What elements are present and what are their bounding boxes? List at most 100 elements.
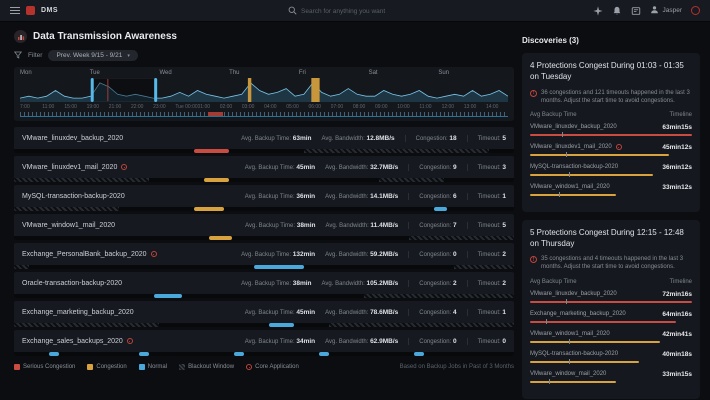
stat-bandwidth: Avg. Bandwidth: 32.7MB/s [325, 163, 399, 171]
stat-bandwidth: Avg. Bandwidth: 11.4MB/s [325, 221, 399, 229]
notifications-bell-icon[interactable] [612, 6, 622, 16]
legend-item: Serious Congestion [14, 364, 75, 370]
core-application-icon [126, 338, 133, 344]
job-row[interactable]: Exchange_sales_backups_2020 Avg. Backup … [14, 330, 514, 356]
global-search[interactable] [288, 4, 448, 18]
time-tick-label: 03:00 [241, 104, 255, 110]
normal-bar [434, 207, 447, 211]
job-row[interactable]: Exchange_PersonalBank_backup_2020 Avg. B… [14, 243, 514, 269]
serious-bar [530, 320, 676, 323]
discovery-job-row[interactable]: MySQL-transaction-backup-2020 36min12s [530, 164, 692, 178]
stat-backup-time: Avg. Backup Time: 45min [244, 308, 316, 316]
brand-logo-icon[interactable] [691, 6, 700, 15]
discovery-job-header: VMware_window_mail_2020 33min15s [530, 371, 692, 378]
discovery-job-row[interactable]: VMware_linuxdev_backup_2020 72min16s [530, 291, 692, 305]
job-row[interactable]: VMware_linuxdev_backup_2020 Avg. Backup … [14, 127, 514, 153]
blackout-window-bar [454, 265, 514, 269]
user-menu[interactable]: Jasper [650, 5, 682, 16]
congestion-bar [530, 340, 660, 343]
scrubber-ticks [20, 112, 508, 116]
page-title: Data Transmission Awareness [33, 31, 177, 42]
discovery-job-bar-track [530, 318, 692, 325]
day-label: Sat [368, 70, 378, 76]
discovery-job-value: 72min16s [662, 290, 692, 298]
discovery-job-row[interactable]: VMware_window1_mail_2020 33min12s [530, 184, 692, 198]
stat-bandwidth: Avg. Bandwidth: 78.6MB/s [325, 308, 399, 316]
normal-bar [49, 352, 59, 356]
congestion-bar [530, 193, 616, 196]
job-timeline-track[interactable] [14, 149, 514, 153]
legend-label: Normal [147, 364, 168, 370]
job-timeline-track[interactable] [14, 178, 514, 182]
time-tick-label: 14:00 [485, 104, 499, 110]
sparkle-icon[interactable] [593, 5, 604, 16]
page-header: Data Transmission Awareness [14, 30, 514, 43]
job-timeline-track[interactable] [14, 294, 514, 298]
discovery-job-name: Exchange_marketing_backup_2020 [530, 311, 626, 318]
time-tick-label: 15:00 [64, 104, 77, 110]
discovery-job-row[interactable]: Exchange_marketing_backup_2020 64min16s [530, 311, 692, 325]
time-tick-label: 23:00 [153, 104, 166, 110]
serious-bar [194, 149, 229, 153]
discovery-job-row[interactable]: VMware_linuxdev1_mail_2020 45min12s [530, 144, 692, 158]
discovery-job-row[interactable]: VMware_window1_mail_2020 42min41s [530, 331, 692, 345]
job-timeline-track[interactable] [14, 236, 514, 240]
job-timeline-track[interactable] [14, 352, 514, 356]
column-avg-backup-time: Avg Backup Time [530, 278, 577, 285]
discovery-job-value: 45min12s [662, 143, 692, 151]
timeline-scrubber[interactable] [20, 111, 508, 117]
serious-bar [530, 300, 692, 303]
job-timeline-track[interactable] [14, 323, 514, 327]
discovery-job-row[interactable]: VMware_window_mail_2020 33min15s [530, 371, 692, 385]
job-row-header: MySQL-transaction-backup-2020 Avg. Backu… [14, 185, 514, 207]
stat-timeout: Timeout: 1 [466, 192, 506, 200]
stat-congestion: Congestion: 0 [408, 250, 457, 258]
discovery-description-text: 35 congestions and 4 timeouts happened i… [541, 256, 684, 271]
topbar: DMS Jasper [0, 0, 710, 22]
column-avg-backup-time: Avg Backup Time [530, 111, 577, 118]
job-name: Exchange_PersonalBank_backup_2020 [22, 250, 147, 258]
stat-timeout: Timeout: 2 [466, 250, 506, 258]
filter-icon[interactable] [13, 51, 23, 61]
blackout-window-bar [329, 323, 514, 327]
discovery-card[interactable]: 5 Protections Congest During 12:15 - 12:… [522, 219, 700, 399]
column-timeline: Timeline [669, 111, 692, 118]
congestion-bar [530, 380, 616, 383]
menu-icon[interactable] [10, 7, 20, 14]
core-application-icon [615, 144, 622, 151]
docs-panel-icon[interactable] [631, 6, 641, 16]
discovery-job-value: 42min41s [662, 330, 692, 338]
jobs-list: VMware_linuxdev_backup_2020 Avg. Backup … [14, 127, 514, 356]
discovery-job-bar-track [530, 131, 692, 138]
day-label: Fri [298, 70, 306, 76]
time-tick-label: 11:00 [419, 104, 432, 110]
job-row[interactable]: VMware_linuxdev1_mail_2020 Avg. Backup T… [14, 156, 514, 182]
discovery-job-row[interactable]: VMware_linuxdev_backup_2020 63min15s [530, 124, 692, 138]
congestion-bar [209, 236, 232, 240]
date-range-dropdown[interactable]: Prev. Week 9/15 - 9/21 ▾ [48, 50, 138, 61]
job-row[interactable]: MySQL-transaction-backup-2020 Avg. Backu… [14, 185, 514, 211]
stat-backup-time: Avg. Backup Time: 36min [244, 192, 316, 200]
blackout-window-bar [304, 149, 489, 153]
job-row[interactable]: Exchange_marketing_backup_2020 Avg. Back… [14, 301, 514, 327]
job-name: Oracle-transaction-backup-2020 [22, 279, 122, 287]
job-timeline-track[interactable] [14, 207, 514, 211]
blackout-swatch [179, 364, 186, 370]
search-input[interactable] [301, 7, 436, 15]
bar-marker-tick [559, 191, 561, 197]
job-row[interactable]: Oracle-transaction-backup-2020 Avg. Back… [14, 272, 514, 298]
discovery-card[interactable]: 4 Protections Congest During 01:03 - 01:… [522, 53, 700, 212]
job-name: MySQL-transaction-backup-2020 [22, 192, 125, 200]
job-timeline-track[interactable] [14, 265, 514, 269]
job-row[interactable]: VMware_window1_mail_2020 Avg. Backup Tim… [14, 214, 514, 240]
bandwidth-area-chart[interactable] [20, 78, 508, 102]
stat-bandwidth: Avg. Bandwidth: 105.2MB/s [321, 279, 399, 287]
day-axis: Mon Tue Wed Thu Fri Sat Sun [20, 70, 508, 76]
column-timeline: Timeline [669, 278, 692, 285]
discovery-description-text: 36 congestions and 121 timeouts happened… [541, 89, 690, 104]
discovery-title: 4 Protections Congest During 01:03 - 01:… [530, 61, 684, 81]
discovery-job-name: VMware_window1_mail_2020 [530, 331, 610, 338]
stat-timeout: Timeout: 5 [466, 134, 506, 142]
discovery-job-header: VMware_window1_mail_2020 33min12s [530, 184, 692, 191]
discovery-job-row[interactable]: MySQL-transaction-backup-2020 40min18s [530, 351, 692, 365]
